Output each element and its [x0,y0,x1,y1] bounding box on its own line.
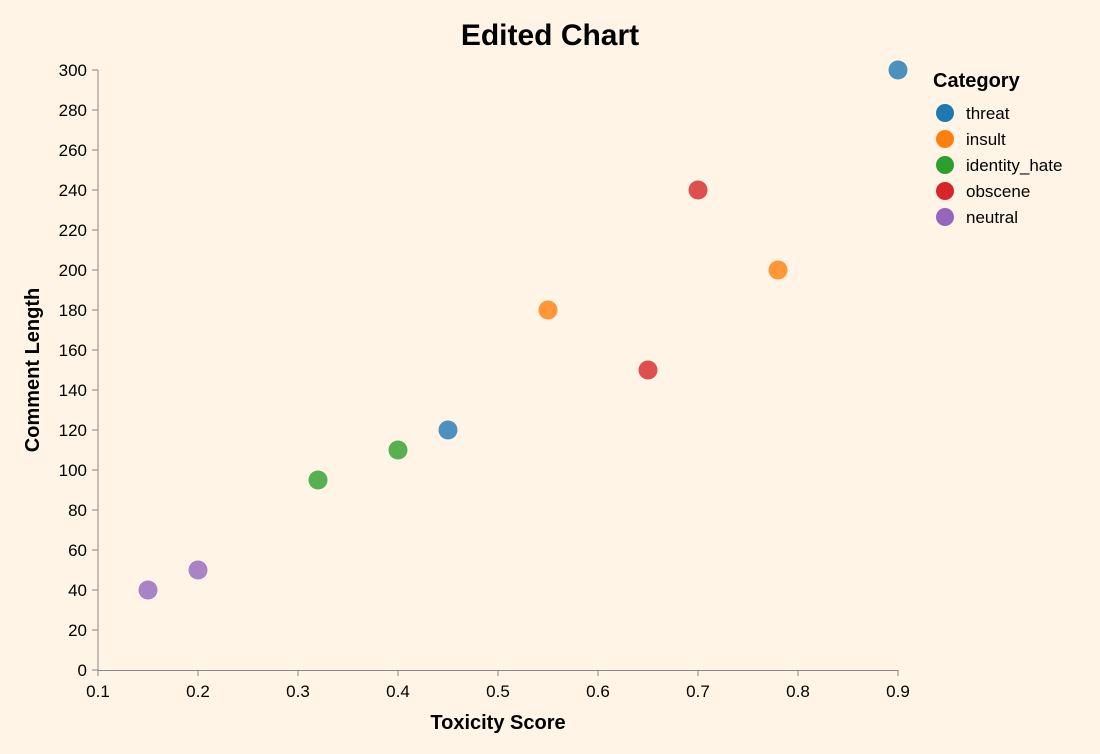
data-point-threat[interactable] [888,60,908,80]
x-tick-label: 0.7 [686,682,710,701]
y-tick-label: 100 [59,461,87,480]
legend-label: threat [966,104,1010,123]
y-tick-label: 180 [59,301,87,320]
y-tick-label: 300 [59,61,87,80]
y-tick-label: 280 [59,101,87,120]
legend-label: obscene [966,182,1030,201]
legend-swatch-neutral [936,208,954,226]
y-tick-label: 0 [78,661,87,680]
legend: Category threat insult identity_hateobscen… [933,70,1062,227]
legend-title: Category [933,70,1021,92]
x-tick-label: 0.3 [286,682,310,701]
y-tick-label: 200 [59,261,87,280]
x-tick-label: 0.6 [586,682,610,701]
legend-swatch-obscene [936,182,954,200]
y-tick-label: 80 [68,501,87,520]
x-tick-label: 0.5 [486,682,510,701]
y-tick-label: 140 [59,381,87,400]
x-tick-label: 0.1 [86,682,110,701]
legend-label: identity_hate [966,156,1062,175]
data-point-obscene[interactable] [688,180,708,200]
x-tick-label: 0.8 [786,682,810,701]
y-axis: 0 20 40 60 80 100 120 140 160 180 200 220 240 260 280 3… [59,61,99,680]
data-point-identity_hate[interactable] [308,470,328,490]
data-point-neutral[interactable] [188,560,208,580]
y-tick-label: 160 [59,341,87,360]
x-tick-label: 0.2 [186,682,210,701]
y-tick-label: 240 [59,181,87,200]
data-point-insult[interactable] [768,260,788,280]
legend-swatch-insult [936,130,954,148]
y-tick-label: 120 [59,421,87,440]
legend-label: insult [966,130,1006,149]
y-tick-label: 260 [59,141,87,160]
legend-swatch-identity_hate [936,156,954,174]
y-tick-label: 220 [59,221,87,240]
x-axis-title: Toxicity Score [430,712,565,734]
chart-title: Edited Chart [461,19,639,52]
y-tick-label: 40 [68,581,87,600]
y-tick-label: 20 [68,621,87,640]
data-point-neutral[interactable] [138,580,158,600]
x-tick-label: 0.4 [386,682,410,701]
y-tick-label: 60 [68,541,87,560]
data-point-identity_hate[interactable] [388,440,408,460]
data-point-insult[interactable] [538,300,558,320]
legend-label: neutral [966,208,1018,227]
y-axis-title: Comment Length [22,288,44,452]
x-axis: 0.1 0.2 0.3 0.4 0.5 0.6 0.7 0.8 0.9 [86,670,910,701]
data-point-threat[interactable] [438,420,458,440]
data-point-obscene[interactable] [638,360,658,380]
data-points [138,60,908,600]
legend-swatch-threat [936,104,954,122]
x-tick-label: 0.9 [886,682,910,701]
